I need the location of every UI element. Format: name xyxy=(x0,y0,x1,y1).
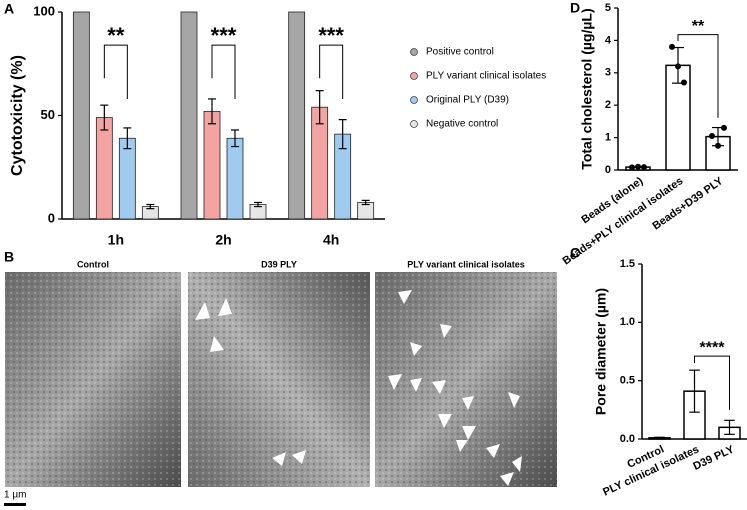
error-bar xyxy=(254,201,262,208)
significance-bracket xyxy=(677,34,719,118)
error-bar xyxy=(208,98,216,125)
error-bar xyxy=(123,127,132,150)
panel-label: B xyxy=(4,249,14,265)
texture xyxy=(375,272,557,487)
data-point xyxy=(681,79,687,86)
y-tick-label: 0 xyxy=(605,164,611,176)
texture xyxy=(188,272,370,487)
legend-label: Positive control xyxy=(426,47,494,58)
error-bar xyxy=(231,129,239,148)
significance-bracket xyxy=(103,44,128,99)
significance-label: **** xyxy=(700,339,726,356)
y-tick-label: 50 xyxy=(41,107,55,122)
x-tick-label: 2h xyxy=(215,232,231,248)
y-tick-label: 4 xyxy=(605,34,612,46)
arrows xyxy=(195,290,522,486)
significance-bracket xyxy=(694,355,730,410)
panel-label: D xyxy=(570,0,580,16)
error-bar xyxy=(100,104,109,131)
bar xyxy=(203,110,221,220)
legend-swatch xyxy=(410,72,418,80)
y-axis-label: Pore diameter (µm) xyxy=(593,288,609,415)
bar xyxy=(72,11,90,220)
y-tick-label: 3 xyxy=(605,67,611,79)
error-bar xyxy=(724,419,735,435)
error-bar xyxy=(338,119,347,150)
y-tick-label: 0 xyxy=(48,210,55,225)
x-tick-label: 4h xyxy=(323,232,339,248)
error-bar xyxy=(146,203,155,210)
x-tick-label: D39 PLY xyxy=(691,443,736,473)
panel-label: C xyxy=(570,245,580,261)
significance-label: *** xyxy=(211,23,237,48)
significance-bracket xyxy=(211,44,236,99)
legend-label: Negative control xyxy=(426,119,498,130)
scale-bar xyxy=(4,503,26,506)
data-point xyxy=(709,132,715,139)
y-tick-label: 1 xyxy=(605,132,611,144)
significance-label: ** xyxy=(107,23,125,48)
y-tick-label: 2 xyxy=(605,99,611,111)
legend-swatch xyxy=(410,48,418,56)
error-bar xyxy=(315,90,324,125)
significance-bracket xyxy=(319,44,344,99)
texture xyxy=(5,272,181,487)
error-bar xyxy=(689,369,700,413)
error-bar xyxy=(361,199,370,206)
legend-swatch xyxy=(410,120,418,128)
y-tick-label: 5 xyxy=(605,2,611,14)
y-axis-label: Cytotoxicity (%) xyxy=(9,55,26,176)
significance-label: ** xyxy=(692,18,705,35)
bar xyxy=(180,11,198,220)
error-bar xyxy=(632,166,644,169)
error-bar xyxy=(654,436,665,440)
micrographs: Control D39 PLY PLY variant clinical iso… xyxy=(4,259,557,506)
y-tick-label: 0.0 xyxy=(620,433,635,445)
y-tick-label: 100 xyxy=(33,3,55,18)
x-tick-label: 1h xyxy=(108,232,124,248)
bar xyxy=(118,137,136,220)
panel-label: A xyxy=(4,1,14,17)
micrograph-title: PLY variant clinical isolates xyxy=(407,259,525,269)
legend-label: Original PLY (D39) xyxy=(426,95,509,106)
micrograph-title: D39 PLY xyxy=(261,259,297,269)
y-tick-label: 0.5 xyxy=(620,375,635,387)
bar xyxy=(226,137,244,220)
bar xyxy=(95,117,113,220)
micrograph-title: Control xyxy=(77,259,109,269)
error-bar xyxy=(672,46,684,84)
bar xyxy=(288,11,306,220)
data-point xyxy=(669,43,675,50)
legend-label: PLY variant clinical isolates xyxy=(426,71,546,82)
x-tick-label: Beads+D39 PLY xyxy=(650,175,725,233)
scale-bar-label: 1 µm xyxy=(4,490,26,501)
legend-swatch xyxy=(410,96,418,104)
error-bar xyxy=(712,126,724,147)
y-tick-label: 1.0 xyxy=(620,316,635,328)
y-axis-label: Total cholesterol (µg/µL) xyxy=(579,8,595,169)
y-tick-label: 1.5 xyxy=(620,258,635,270)
significance-label: *** xyxy=(318,23,344,48)
